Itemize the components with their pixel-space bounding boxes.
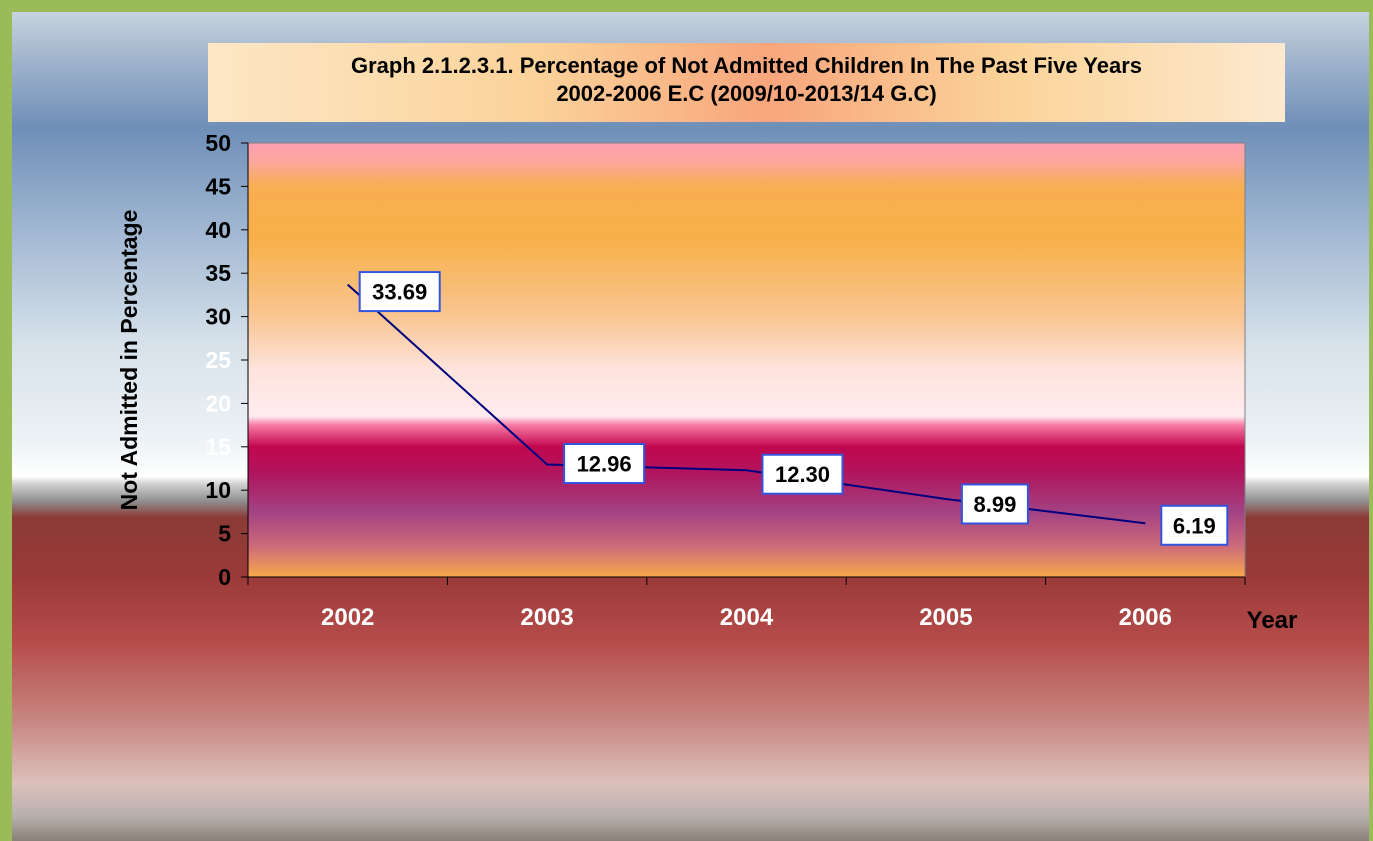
y-tick-label: 35	[205, 260, 231, 286]
data-label: 8.99	[960, 483, 1029, 525]
x-tick-label: 2004	[720, 604, 774, 631]
y-tick-label: 20	[205, 390, 231, 416]
y-tick-label: 45	[205, 173, 231, 199]
data-label-text: 12.30	[775, 462, 830, 487]
y-tick-label: 0	[218, 564, 231, 590]
chart-title-box: Graph 2.1.2.3.1. Percentage of Not Admit…	[208, 43, 1285, 122]
data-label-box	[1160, 504, 1229, 546]
x-tick-label: 2005	[919, 604, 972, 631]
chart-title-line2: 2002-2006 E.C (2009/10-2013/14 G.C)	[556, 81, 937, 106]
chart-title-line1: Graph 2.1.2.3.1. Percentage of Not Admit…	[350, 53, 1142, 78]
y-tick-label: 25	[205, 347, 231, 373]
y-tick-label: 10	[205, 477, 231, 503]
y-tick-label: 30	[205, 304, 231, 330]
data-label: 12.96	[563, 443, 646, 485]
y-tick-label: 15	[205, 434, 231, 460]
data-label-box	[761, 453, 844, 495]
x-tick-label: 2006	[1119, 604, 1172, 631]
y-tick-label: 40	[205, 217, 231, 243]
y-tick-label: 50	[205, 130, 231, 156]
data-label-text: 8.99	[973, 492, 1016, 517]
data-label: 12.30	[761, 453, 844, 495]
x-axis-label: Year	[1247, 607, 1298, 634]
data-label-box	[563, 443, 646, 485]
data-label-text: 33.69	[372, 280, 427, 305]
data-label-text: 12.96	[577, 452, 632, 477]
data-label-box	[960, 483, 1029, 525]
data-label-box	[358, 271, 441, 313]
x-tick-label: 2002	[321, 604, 374, 631]
y-axis-label: Not Admitted in Percentage	[116, 210, 142, 511]
data-label: 33.69	[358, 271, 441, 313]
data-label: 6.19	[1160, 504, 1229, 546]
plot-area	[247, 142, 1246, 578]
x-tick-label: 2003	[520, 604, 573, 631]
data-label-text: 6.19	[1173, 513, 1216, 538]
y-tick-label: 5	[218, 521, 231, 547]
